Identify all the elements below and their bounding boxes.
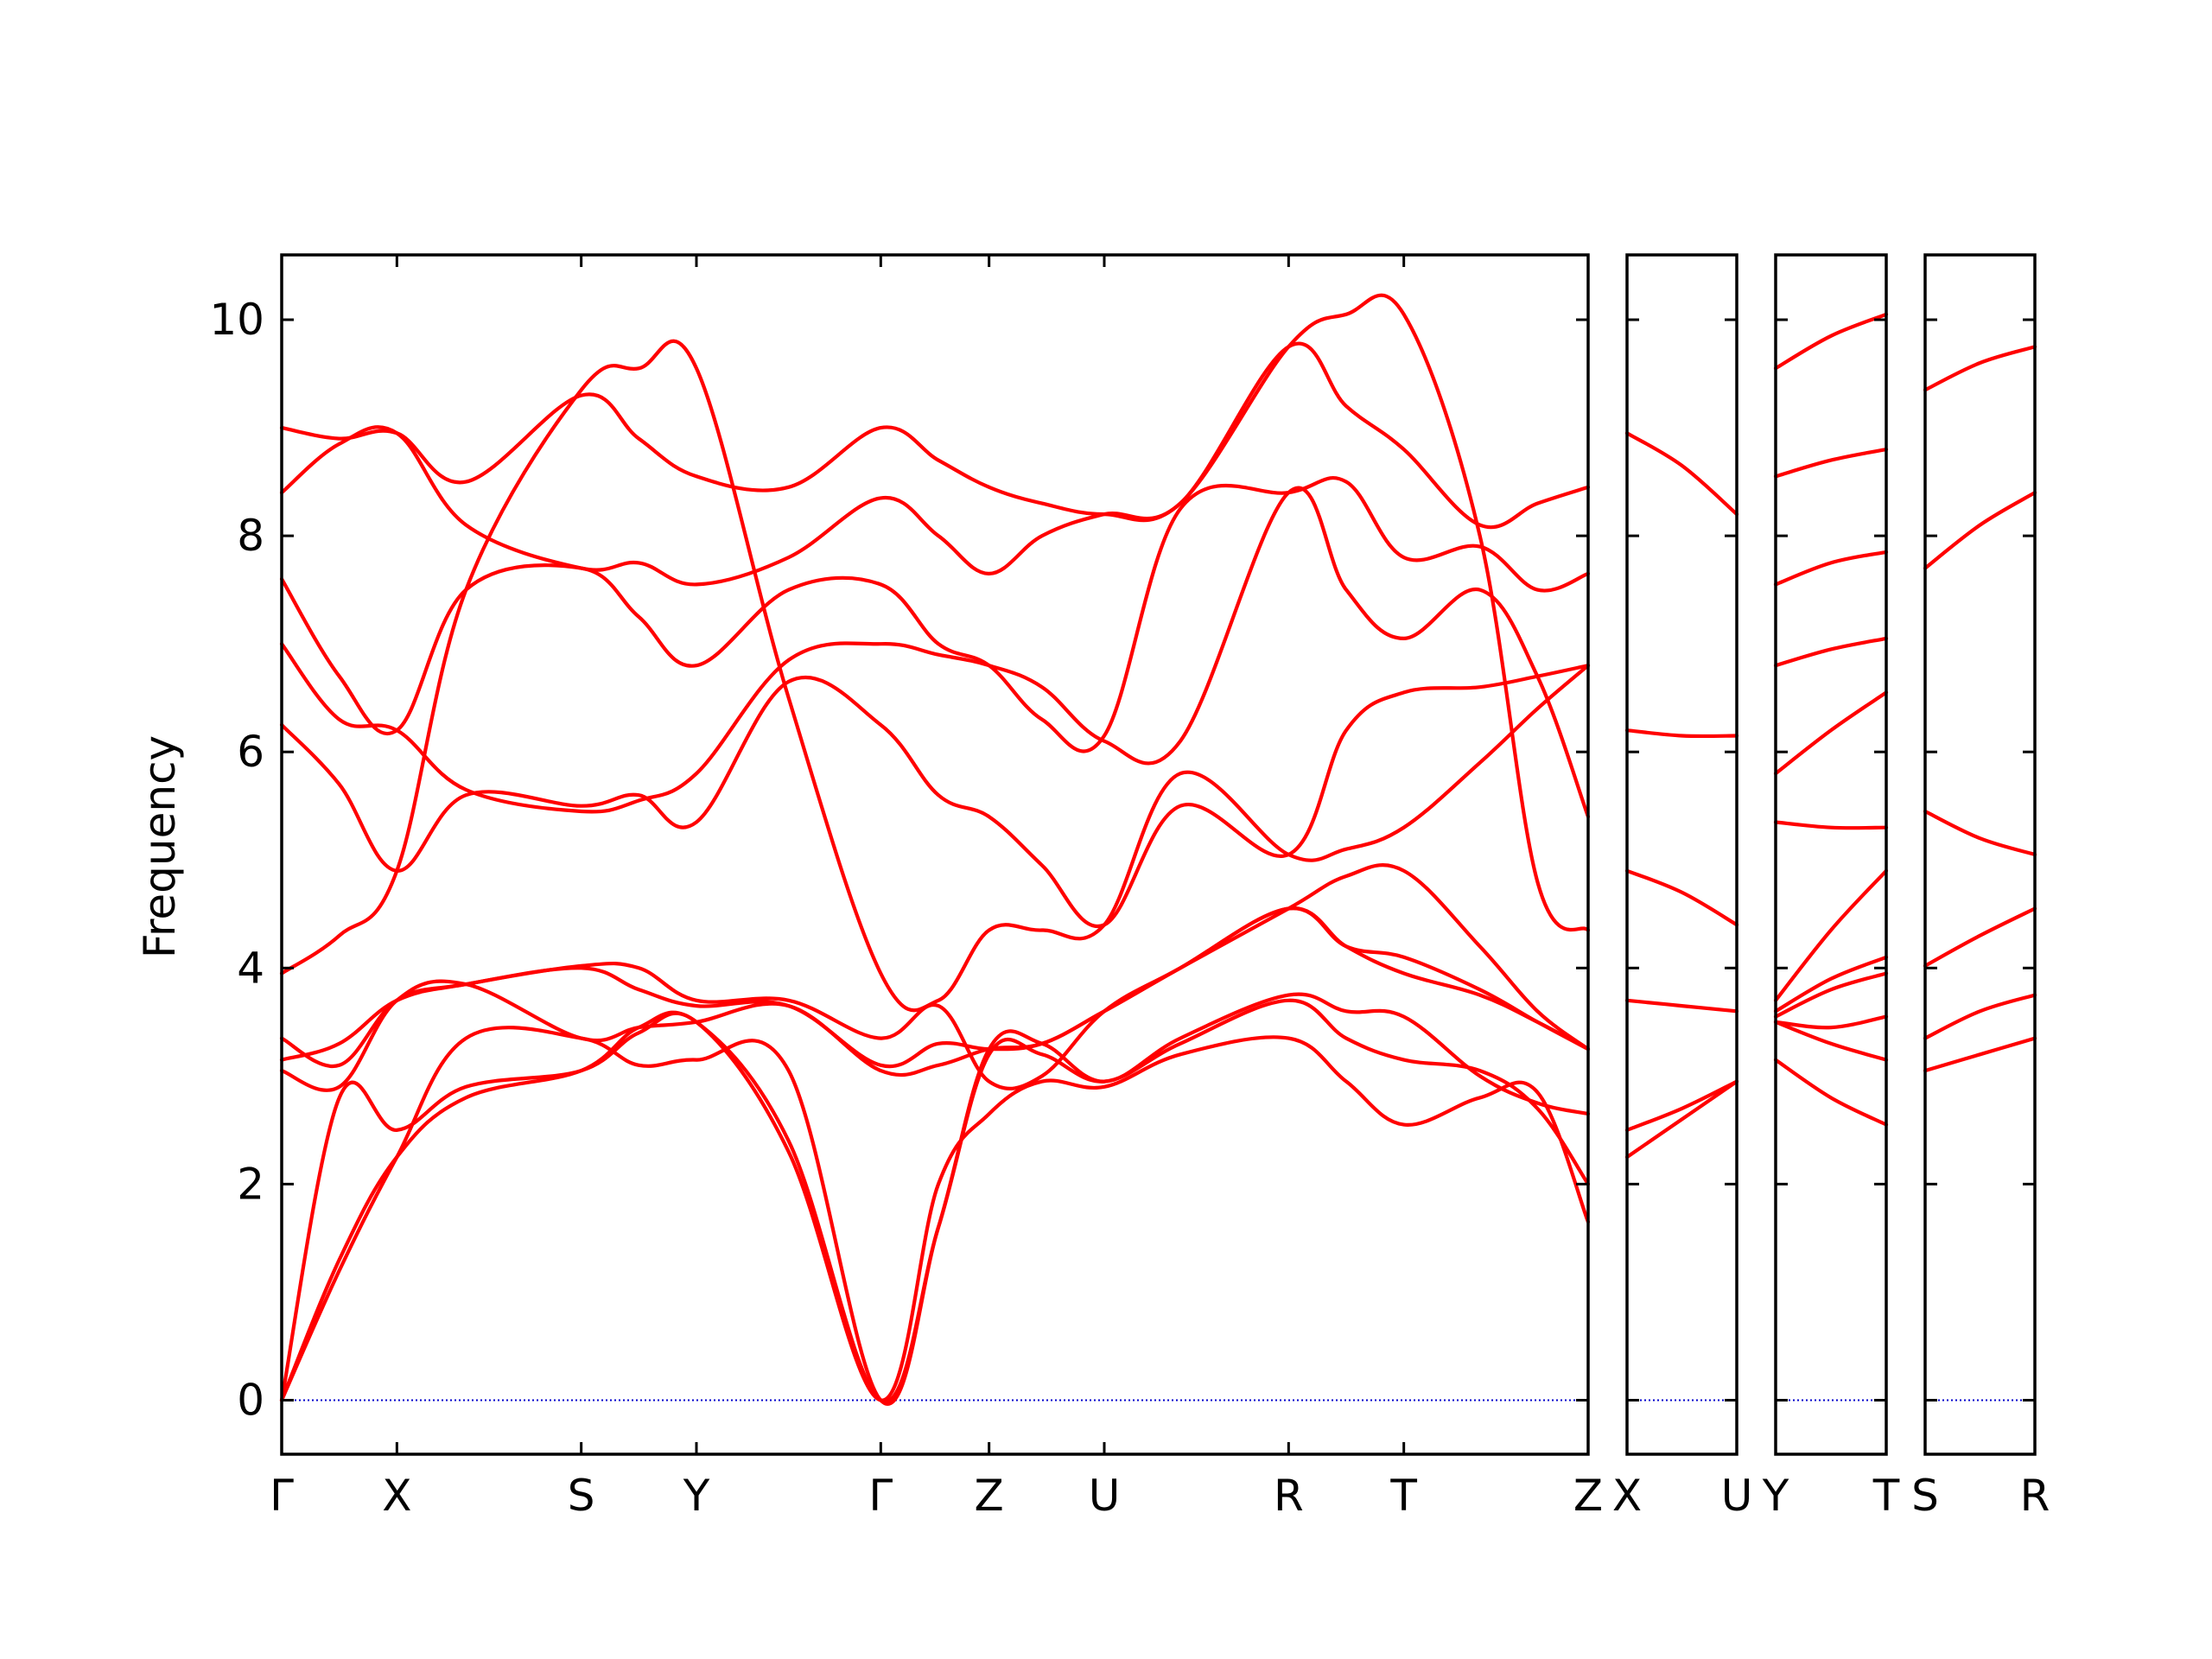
band-line-2-5 xyxy=(1773,868,1889,1002)
band-line-0-8 xyxy=(279,486,1591,819)
band-line-2-11 xyxy=(1773,312,1889,371)
band-line-2-8 xyxy=(1773,636,1889,668)
y-tick-label: 0 xyxy=(237,1375,264,1425)
band-line-1-3 xyxy=(1624,868,1739,927)
k-point-label: Z xyxy=(1573,1471,1603,1521)
band-line-1-0 xyxy=(1624,1079,1739,1160)
band-line-3-3 xyxy=(1923,809,2037,857)
k-point-label: S xyxy=(1911,1471,1939,1521)
band-line-1-2 xyxy=(1624,998,1739,1014)
band-line-2-0 xyxy=(1773,1058,1889,1127)
band-line-2-7 xyxy=(1773,690,1889,776)
k-point-label: Y xyxy=(683,1471,710,1521)
band-line-3-2 xyxy=(1923,906,2037,968)
k-point-label: S xyxy=(568,1471,595,1521)
band-line-0-0 xyxy=(279,1011,1591,1402)
y-tick-label: 2 xyxy=(237,1159,264,1209)
y-tick-label: 4 xyxy=(237,943,264,993)
k-point-label: T xyxy=(1872,1471,1900,1521)
band-line-0-11 xyxy=(279,293,1591,932)
band-line-3-5 xyxy=(1923,345,2037,392)
band-line-2-2 xyxy=(1773,1014,1889,1030)
panel-frame-1 xyxy=(1625,253,1738,1456)
band-line-3-0 xyxy=(1923,1036,2037,1073)
band-line-2-9 xyxy=(1773,550,1889,587)
panel-frame-2 xyxy=(1774,253,1888,1456)
k-point-label: Γ xyxy=(868,1471,893,1521)
band-line-2-3 xyxy=(1773,971,1889,1019)
y-axis-label: Frequency xyxy=(135,735,185,958)
band-line-1-5 xyxy=(1624,431,1739,517)
panel-frame-0 xyxy=(280,253,1590,1456)
k-point-label: Z xyxy=(975,1471,1004,1521)
k-point-label: T xyxy=(1389,1471,1417,1521)
y-tick-label: 8 xyxy=(237,511,264,561)
k-point-label: U xyxy=(1089,1471,1121,1521)
band-line-2-1 xyxy=(1773,1020,1889,1062)
k-point-label: U xyxy=(1721,1471,1753,1521)
k-point-label: X xyxy=(1612,1471,1642,1521)
y-tick-label: 6 xyxy=(237,727,264,777)
panel-frame-3 xyxy=(1923,253,2037,1456)
k-point-label: Y xyxy=(1762,1471,1789,1521)
y-tick-label: 10 xyxy=(209,295,264,345)
k-point-label: R xyxy=(2020,1471,2050,1521)
k-point-label: X xyxy=(382,1471,411,1521)
band-line-2-4 xyxy=(1773,955,1889,1014)
band-line-1-4 xyxy=(1624,728,1739,739)
band-line-3-1 xyxy=(1923,993,2037,1040)
band-line-2-10 xyxy=(1773,448,1889,479)
k-point-label: R xyxy=(1274,1471,1304,1521)
band-line-0-2 xyxy=(279,992,1591,1406)
band-line-0-7 xyxy=(279,664,1591,929)
band-line-2-6 xyxy=(1773,820,1889,830)
band-line-0-9 xyxy=(279,476,1591,753)
band-line-3-4 xyxy=(1923,491,2037,570)
band-line-0-10 xyxy=(279,341,1591,587)
band-line-0-5 xyxy=(279,906,1591,1090)
k-point-label: Γ xyxy=(270,1471,294,1521)
band-line-1-1 xyxy=(1624,1079,1739,1132)
